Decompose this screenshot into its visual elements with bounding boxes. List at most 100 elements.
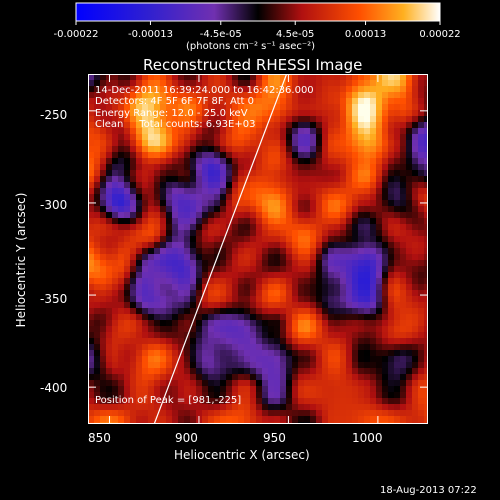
heatmap-cell (184, 386, 191, 393)
heatmap-cell (298, 164, 305, 171)
heatmap-cell (286, 338, 293, 345)
heatmap-cell (304, 344, 311, 351)
heatmap-cell (250, 134, 257, 141)
heatmap-cell (94, 152, 101, 159)
heatmap-cell (322, 176, 329, 183)
heatmap-cell (304, 374, 311, 381)
heatmap-cell (298, 356, 305, 363)
heatmap-cell (370, 104, 377, 111)
heatmap-cell (388, 296, 395, 303)
heatmap-cell (382, 416, 389, 423)
x-tick-label: 1000 (352, 431, 383, 445)
heatmap-cell (88, 170, 95, 177)
heatmap-cell (130, 122, 137, 129)
heatmap-cell (94, 158, 101, 165)
heatmap-cell (316, 182, 323, 189)
annotation-peak-position: Position of Peak = [981,-225] (95, 395, 242, 406)
heatmap-cell (256, 188, 263, 195)
heatmap-cell (298, 308, 305, 315)
heatmap-cell (94, 212, 101, 219)
heatmap-cell (406, 320, 413, 327)
heatmap-cell (154, 320, 161, 327)
heatmap-cell (334, 368, 341, 375)
heatmap-cell (244, 98, 251, 105)
heatmap-cell (382, 302, 389, 309)
heatmap-cell (304, 230, 311, 237)
heatmap-cell (166, 236, 173, 243)
heatmap-cell (160, 92, 167, 99)
heatmap-cell (196, 374, 203, 381)
heatmap-cell (178, 152, 185, 159)
heatmap-cell (370, 164, 377, 171)
heatmap-cell (298, 410, 305, 417)
heatmap-cell (280, 182, 287, 189)
heatmap-cell (154, 224, 161, 231)
heatmap-cell (256, 284, 263, 291)
heatmap-cell (226, 326, 233, 333)
heatmap-cell (328, 278, 335, 285)
heatmap-cell (220, 110, 227, 117)
heatmap-cell (406, 188, 413, 195)
heatmap-cell (202, 158, 209, 165)
heatmap-cell (406, 266, 413, 273)
heatmap-cell (214, 116, 221, 123)
heatmap-cell (154, 242, 161, 249)
heatmap-cell (298, 302, 305, 309)
heatmap-cell (370, 200, 377, 207)
heatmap-cell (358, 140, 365, 147)
heatmap-cell (94, 200, 101, 207)
heatmap-cell (316, 194, 323, 201)
heatmap-cell (250, 146, 257, 153)
heatmap-cell (178, 344, 185, 351)
heatmap-cell (268, 74, 275, 81)
heatmap-cell (334, 188, 341, 195)
heatmap-cell (322, 392, 329, 399)
heatmap-cell (418, 362, 425, 369)
heatmap-cell (136, 380, 143, 387)
heatmap-cell (250, 224, 257, 231)
heatmap-cell (382, 230, 389, 237)
heatmap-cell (196, 200, 203, 207)
heatmap-cell (358, 122, 365, 129)
heatmap-cell (370, 302, 377, 309)
heatmap-cell (310, 266, 317, 273)
heatmap-cell (418, 176, 425, 183)
heatmap-cell (262, 266, 269, 273)
heatmap-cell (124, 188, 131, 195)
heatmap-cell (166, 290, 173, 297)
heatmap-cell (286, 128, 293, 135)
heatmap-cell (88, 92, 95, 99)
heatmap-cell (262, 164, 269, 171)
heatmap-cell (190, 338, 197, 345)
heatmap-cell (280, 272, 287, 279)
heatmap-cell (328, 302, 335, 309)
heatmap-cell (154, 98, 161, 105)
heatmap-cell (274, 152, 281, 159)
heatmap-cell (100, 194, 107, 201)
heatmap-cell (286, 104, 293, 111)
heatmap-cell (118, 74, 125, 81)
heatmap-cell (424, 314, 428, 321)
heatmap-cell (208, 368, 215, 375)
heatmap-cell (406, 122, 413, 129)
heatmap-cell (340, 188, 347, 195)
heatmap-cell (226, 308, 233, 315)
heatmap-cell (352, 104, 359, 111)
heatmap-cell (256, 74, 263, 81)
heatmap-cell (136, 236, 143, 243)
heatmap-cell (130, 230, 137, 237)
heatmap-cell (400, 86, 407, 93)
heatmap-cell (412, 320, 419, 327)
heatmap-cell (148, 236, 155, 243)
heatmap-cell (334, 224, 341, 231)
heatmap-cell (352, 308, 359, 315)
heatmap-cell (244, 188, 251, 195)
heatmap-cell (148, 80, 155, 87)
heatmap-cell (100, 374, 107, 381)
heatmap-cell (424, 266, 428, 273)
heatmap-cell (328, 152, 335, 159)
heatmap-cell (304, 266, 311, 273)
heatmap-cell (196, 104, 203, 111)
heatmap-cell (382, 140, 389, 147)
heatmap-cell (394, 368, 401, 375)
